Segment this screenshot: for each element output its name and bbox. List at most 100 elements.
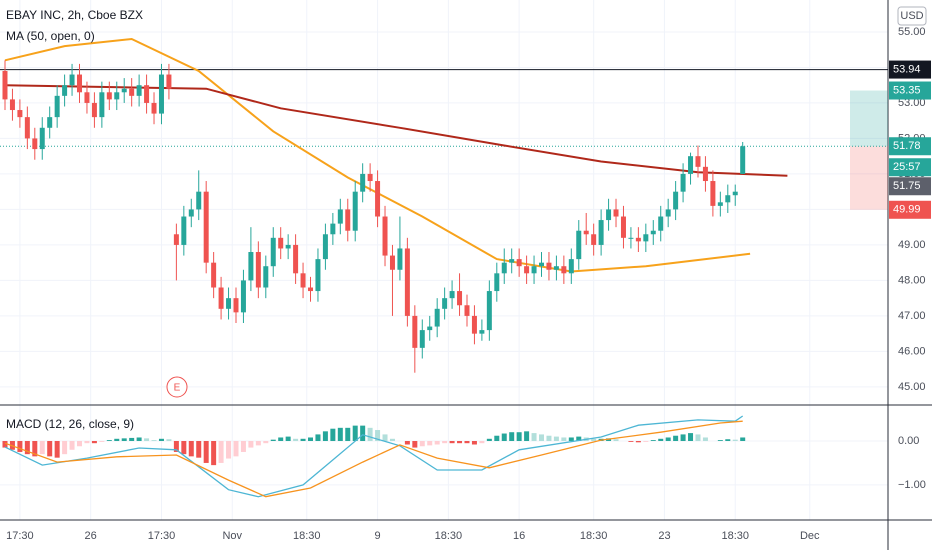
line — [4, 84, 788, 177]
candle-body — [725, 195, 731, 203]
candle-body — [84, 92, 90, 103]
candle-body — [240, 280, 246, 313]
x-tick-label: 16 — [513, 530, 525, 542]
candle-body — [330, 223, 336, 235]
macd-bar — [419, 440, 425, 447]
candle-body — [248, 252, 254, 281]
macd-bar — [382, 434, 388, 441]
candle-body — [24, 117, 30, 139]
candle-body — [606, 209, 612, 221]
candle-body — [680, 173, 686, 192]
macd-bar — [300, 438, 306, 441]
macd-bar — [114, 438, 120, 441]
candle-body — [136, 85, 142, 96]
candle-body — [471, 315, 477, 334]
candle-body — [367, 173, 373, 182]
candle-body — [389, 255, 395, 270]
candle-body — [285, 244, 291, 249]
line — [4, 420, 743, 498]
macd-bar — [293, 438, 299, 441]
candle-body — [106, 92, 112, 100]
x-tick-label: 26 — [85, 530, 97, 542]
macd-bar — [181, 440, 187, 455]
macd-bar — [99, 440, 105, 442]
macd-bar — [263, 440, 269, 444]
macd-bar — [389, 438, 395, 441]
candle-body — [270, 237, 276, 267]
macd-bar — [345, 427, 351, 441]
y-tick-label: 46.00 — [898, 345, 926, 357]
y-tick-label: 55.00 — [898, 26, 926, 38]
macd-bar — [688, 433, 694, 441]
macd-bar — [509, 432, 515, 441]
macd-bar — [725, 439, 731, 441]
candle-body — [553, 266, 559, 270]
macd-bar — [665, 437, 671, 441]
candle-body — [144, 85, 150, 103]
candle-body — [576, 230, 582, 260]
candle-body — [717, 202, 723, 206]
x-tick-label: Nov — [222, 530, 242, 542]
candle-body — [650, 230, 656, 235]
price-label-bg — [889, 200, 931, 219]
macd-bar — [650, 440, 656, 441]
candle-body — [300, 273, 306, 288]
candle-body — [509, 259, 515, 263]
candle-body — [702, 166, 708, 182]
candle-body — [375, 181, 381, 217]
y-tick-label: 47.00 — [898, 310, 926, 322]
candle-body — [315, 259, 321, 292]
candle-body — [121, 88, 127, 93]
macd-bar — [233, 440, 239, 457]
macd-bar — [486, 438, 492, 441]
candle-body — [188, 209, 194, 217]
macd-bar — [136, 437, 142, 441]
candle-body — [345, 209, 351, 231]
candle-body — [583, 230, 589, 235]
candle-body — [211, 262, 217, 288]
candle-body — [151, 102, 157, 114]
candle-body — [561, 266, 567, 274]
macd-bar — [144, 438, 150, 441]
macd-bar — [464, 440, 470, 444]
macd-bar — [315, 434, 321, 441]
macd-bar — [278, 437, 284, 441]
candle-body — [457, 291, 463, 306]
macd-bar — [270, 439, 276, 441]
candle-body — [412, 315, 418, 348]
macd-bar — [516, 432, 522, 441]
candle-body — [69, 74, 75, 86]
candle-body — [658, 216, 664, 231]
macd-bar — [449, 440, 455, 444]
macd-bar — [628, 440, 634, 442]
candle-body — [539, 262, 545, 267]
candle-body — [524, 266, 530, 274]
macd-bar — [255, 440, 261, 446]
macd-bar — [427, 440, 433, 446]
macd-bar — [471, 440, 477, 445]
macd-bar — [84, 440, 90, 444]
macd-bar — [360, 425, 366, 441]
macd-bar — [367, 427, 373, 441]
candle-body — [620, 216, 626, 238]
candle-body — [17, 110, 23, 118]
candle-body — [479, 330, 485, 334]
price-label: 49.99 — [893, 204, 921, 216]
macd-bar — [337, 427, 343, 441]
price-label: 53.35 — [893, 84, 921, 96]
macd-bar — [24, 440, 30, 455]
candle-body — [360, 173, 366, 192]
candle-body — [546, 262, 552, 270]
candle-body — [337, 209, 343, 224]
price-label: 51.75 — [893, 180, 921, 192]
macd-bar — [695, 434, 701, 441]
macd-bar — [32, 440, 38, 457]
candle-body — [643, 234, 649, 242]
candle-body — [688, 156, 694, 174]
macd-bar — [188, 440, 194, 457]
macd-bar — [494, 435, 500, 441]
macd-bar — [129, 437, 135, 441]
earnings-label: E — [174, 383, 181, 394]
